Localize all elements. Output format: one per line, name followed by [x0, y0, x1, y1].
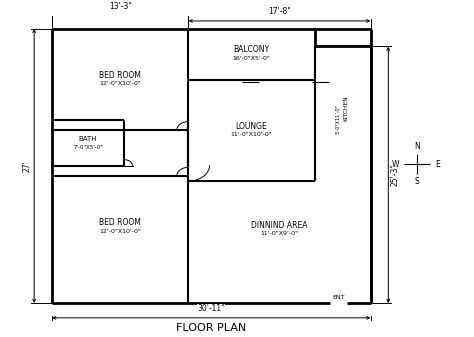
Text: S: S: [415, 178, 419, 186]
Text: 27': 27': [23, 160, 32, 172]
Text: BALCONY: BALCONY: [234, 45, 270, 54]
Text: 16'-0"X5'-0": 16'-0"X5'-0": [233, 56, 271, 61]
Text: 13'-3": 13'-3": [109, 2, 132, 11]
Text: 11'-0"X10'-0": 11'-0"X10'-0": [231, 132, 273, 137]
Text: E: E: [435, 160, 440, 168]
Text: 5'-0"X11'-0": 5'-0"X11'-0": [336, 104, 340, 134]
Text: ENT: ENT: [332, 295, 345, 300]
Text: BED ROOM: BED ROOM: [99, 71, 141, 80]
Text: 17'-8": 17'-8": [268, 7, 291, 17]
Text: 11'-0"X9'-0": 11'-0"X9'-0": [261, 231, 299, 236]
Text: 25'-3": 25'-3": [391, 163, 400, 186]
Text: FLOOR PLAN: FLOOR PLAN: [176, 324, 246, 333]
Text: 30'-11": 30'-11": [198, 304, 225, 313]
Text: 7'-0"X5'-0": 7'-0"X5'-0": [73, 145, 103, 150]
Text: BATH: BATH: [79, 136, 97, 142]
Text: W: W: [392, 160, 400, 168]
Text: 12'-0"X10'-0": 12'-0"X10'-0": [99, 81, 141, 86]
Text: LOUNGE: LOUNGE: [236, 122, 267, 131]
Text: N: N: [414, 142, 420, 151]
Text: DINNIND AREA: DINNIND AREA: [251, 221, 308, 230]
Text: KITCHEN: KITCHEN: [343, 96, 348, 121]
Text: 12'-0"X10'-0": 12'-0"X10'-0": [99, 228, 141, 234]
Text: BED ROOM: BED ROOM: [99, 218, 141, 227]
